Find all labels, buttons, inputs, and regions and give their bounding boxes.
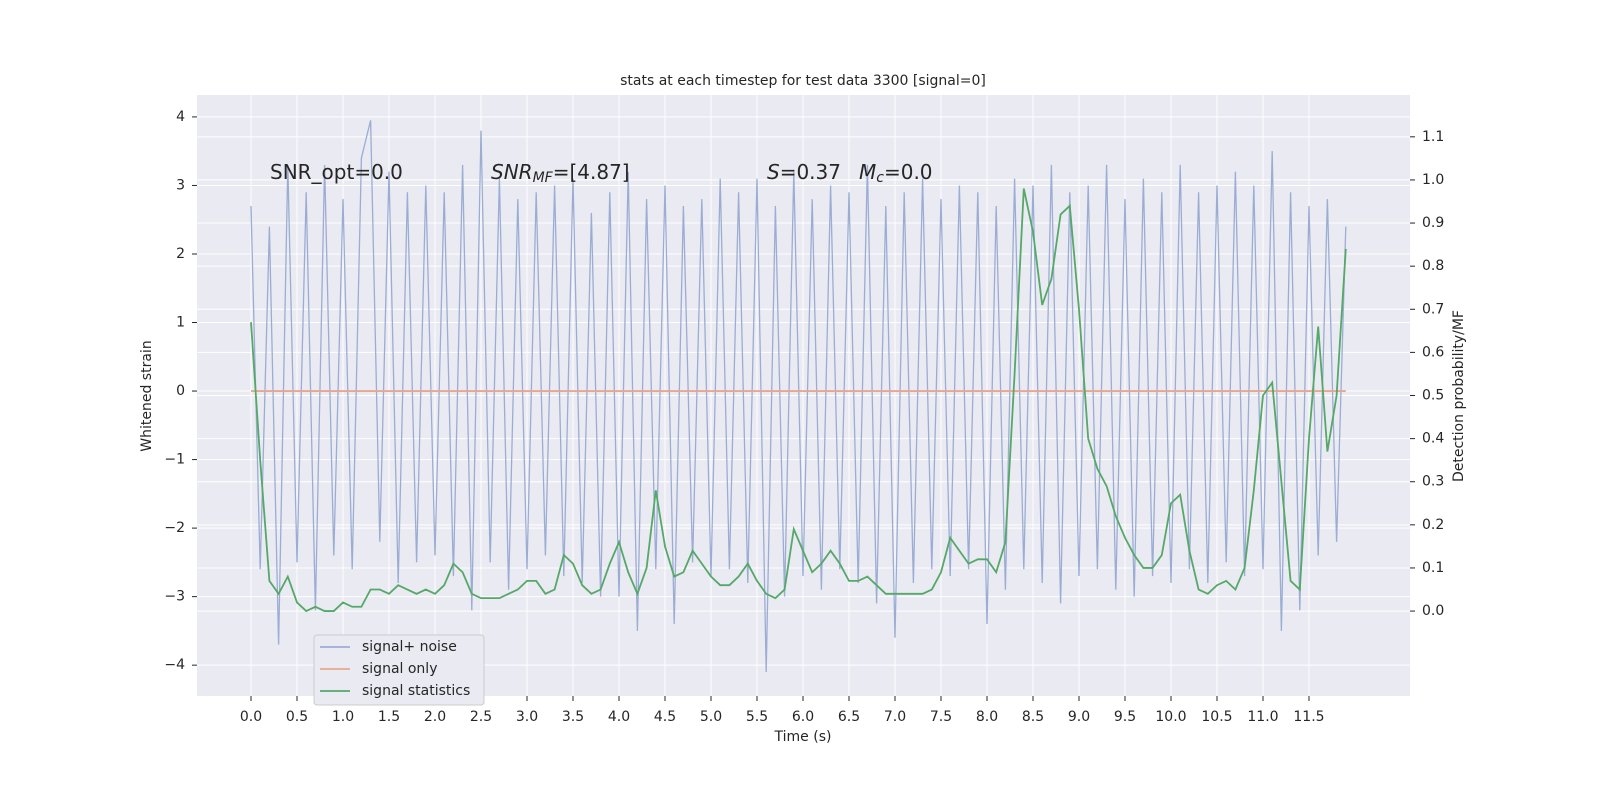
x-tick-label: 2.5	[470, 709, 492, 725]
annotation-part: =0.0	[884, 160, 933, 184]
x-tick-label: 10.5	[1201, 709, 1232, 725]
x-tick-label: 6.5	[838, 709, 860, 725]
y2-tick-label: 0.3	[1422, 474, 1444, 490]
annotation-part: SNR_opt=0.0	[270, 160, 403, 184]
x-tick-label: 3.0	[516, 709, 538, 725]
y2-tick-label: 0.1	[1422, 560, 1444, 576]
series-line	[250, 188, 1347, 613]
legend-box	[313, 634, 485, 706]
x-tick-label: 3.5	[562, 709, 584, 725]
y-tick-label: 3	[176, 177, 185, 193]
x-tick-label: 0.0	[240, 709, 262, 725]
annotation: Mc=0.0	[859, 160, 933, 187]
x-tick-label: 5.0	[700, 709, 722, 725]
x-tick-label: 10.0	[1155, 709, 1186, 725]
legend-label: signal only	[362, 661, 437, 677]
x-tick-label: 2.0	[424, 709, 446, 725]
x-tick-label: 8.0	[976, 709, 998, 725]
x-tick-label: 8.5	[1022, 709, 1044, 725]
y-tick-label: −4	[164, 657, 185, 673]
annotation-part: M	[859, 160, 876, 184]
legend-label: signal+ noise	[362, 639, 457, 655]
y2-tick-label: 0.9	[1422, 215, 1444, 231]
x-tick-label: 4.0	[608, 709, 630, 725]
annotation-part: SNR	[491, 160, 533, 184]
x-tick-label: 9.5	[1114, 709, 1136, 725]
x-tick-label: 7.0	[884, 709, 906, 725]
x-tick-label: 6.0	[792, 709, 814, 725]
y2-tick-label: 0.5	[1422, 388, 1444, 404]
x-tick-label: 1.0	[332, 709, 354, 725]
x-axis-label: Time (s)	[774, 729, 832, 745]
x-tick-label: 5.5	[746, 709, 768, 725]
x-tick-label: 4.5	[654, 709, 676, 725]
x-tick-label: 11.5	[1293, 709, 1324, 725]
marks	[250, 120, 1347, 673]
y-tick-label: 4	[176, 109, 185, 125]
y-tick-label: 0	[176, 383, 185, 399]
annotation: S=0.37	[767, 160, 841, 184]
y2-tick-label: 0.4	[1422, 431, 1444, 447]
annotation-part: =[4.87]	[553, 160, 630, 184]
y2-tick-label: 0.6	[1422, 344, 1444, 360]
annotation-part: c	[876, 170, 884, 186]
annotation-part: MF	[533, 170, 554, 186]
y2-tick-label: 0.0	[1422, 603, 1444, 619]
chart-title: stats at each timestep for test data 330…	[620, 73, 986, 89]
x-tick-label: 0.5	[286, 709, 308, 725]
x-tick-label: 1.5	[378, 709, 400, 725]
y-tick-label: −2	[164, 520, 185, 536]
y-tick-label: 2	[176, 246, 185, 262]
y-axis-label: Whitened strain	[139, 340, 155, 451]
series-line	[250, 120, 1347, 673]
y2-tick-label: 0.7	[1422, 301, 1444, 317]
annotation: SNRMF=[4.87]	[491, 160, 630, 187]
x-tick-label: 9.0	[1068, 709, 1090, 725]
y-tick-label: −3	[164, 589, 185, 605]
y-tick-label: −1	[164, 452, 185, 468]
y2-tick-label: 0.2	[1422, 517, 1444, 533]
y2-tick-label: 1.0	[1422, 172, 1444, 188]
x-tick-label: 7.5	[930, 709, 952, 725]
annotation-part: =0.37	[780, 160, 841, 184]
y2-tick-label: 1.1	[1422, 129, 1444, 145]
y-tick-label: 1	[176, 315, 185, 331]
annotation-part: S	[767, 160, 780, 184]
y2-axis-label: Detection probability/MF	[1451, 310, 1467, 482]
annotation: SNR_opt=0.0	[270, 160, 403, 184]
x-tick-label: 11.0	[1247, 709, 1278, 725]
legend-label: signal statistics	[362, 683, 470, 699]
y2-tick-label: 0.8	[1422, 258, 1444, 274]
